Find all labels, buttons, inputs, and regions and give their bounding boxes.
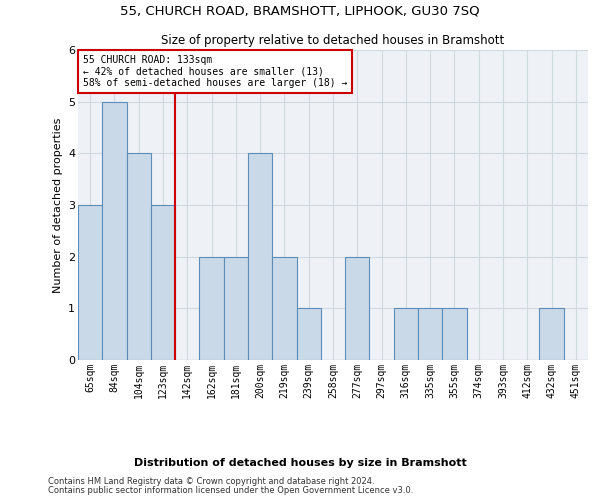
Bar [78, 205, 102, 360]
Bar [272, 256, 296, 360]
Y-axis label: Number of detached properties: Number of detached properties [53, 118, 62, 292]
Text: Contains HM Land Registry data © Crown copyright and database right 2024.: Contains HM Land Registry data © Crown c… [48, 477, 374, 486]
Bar [394, 308, 418, 360]
Bar [418, 308, 442, 360]
Bar [248, 154, 272, 360]
Text: Contains public sector information licensed under the Open Government Licence v3: Contains public sector information licen… [48, 486, 413, 495]
Bar [296, 308, 321, 360]
Bar [345, 256, 370, 360]
Bar [151, 205, 175, 360]
Text: Distribution of detached houses by size in Bramshott: Distribution of detached houses by size … [134, 458, 466, 468]
Title: Size of property relative to detached houses in Bramshott: Size of property relative to detached ho… [161, 34, 505, 48]
Bar [102, 102, 127, 360]
Text: 55, CHURCH ROAD, BRAMSHOTT, LIPHOOK, GU30 7SQ: 55, CHURCH ROAD, BRAMSHOTT, LIPHOOK, GU3… [120, 5, 480, 18]
Bar [199, 256, 224, 360]
Bar [127, 154, 151, 360]
Bar [224, 256, 248, 360]
Bar [442, 308, 467, 360]
Bar [539, 308, 564, 360]
Text: 55 CHURCH ROAD: 133sqm
← 42% of detached houses are smaller (13)
58% of semi-det: 55 CHURCH ROAD: 133sqm ← 42% of detached… [83, 54, 347, 88]
